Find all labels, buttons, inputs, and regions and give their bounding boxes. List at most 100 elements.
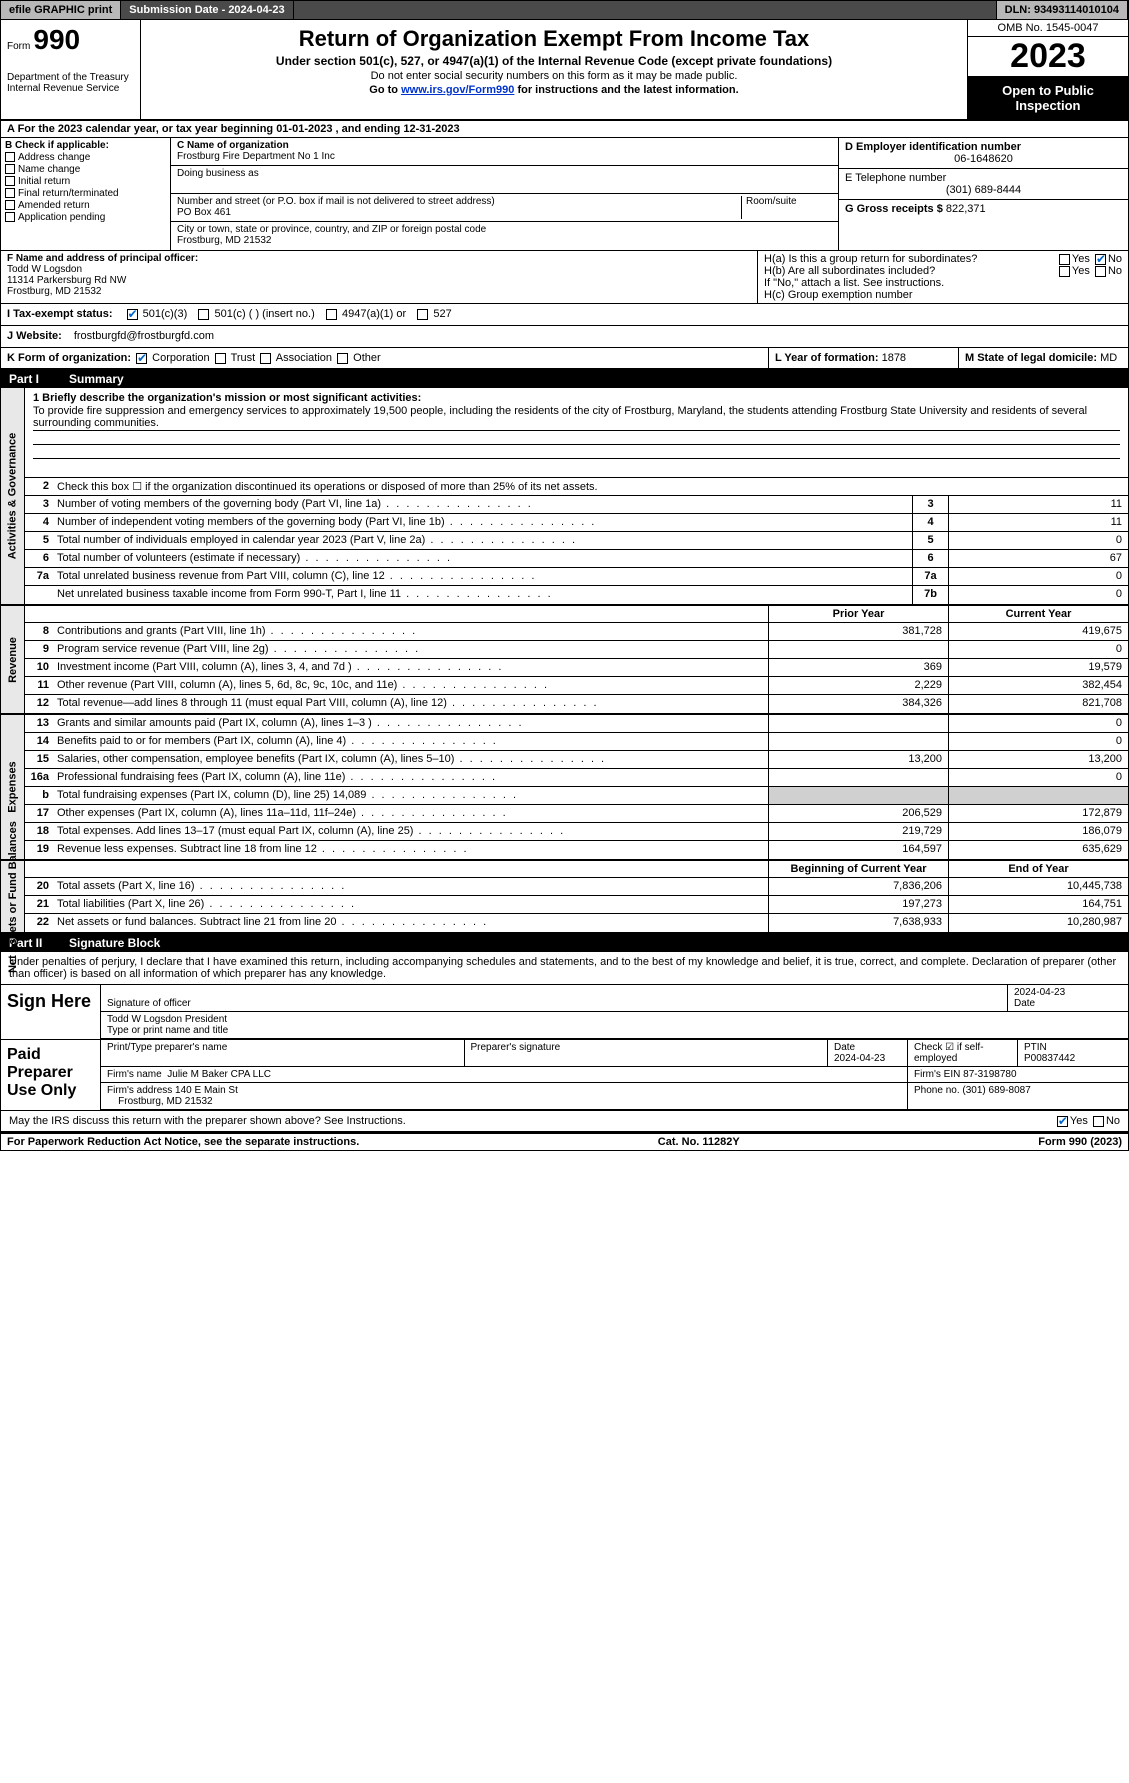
efile-label[interactable]: efile GRAPHIC print <box>1 1 121 19</box>
ssn-warning: Do not enter social security numbers on … <box>149 70 959 82</box>
phone-value: (301) 689-8444 <box>845 184 1122 196</box>
side-revenue: Revenue <box>1 606 25 713</box>
cb-app-pending[interactable]: Application pending <box>5 212 166 223</box>
ha-yes-cb[interactable] <box>1059 254 1070 265</box>
hb-no-cb[interactable] <box>1095 266 1106 277</box>
line-7b: Net unrelated business taxable income fr… <box>25 586 1128 604</box>
goto-line: Go to www.irs.gov/Form990 for instructio… <box>149 84 959 96</box>
hb-options: Yes No <box>1057 265 1122 277</box>
ha-no-cb[interactable] <box>1095 254 1106 265</box>
discuss-options: Yes No <box>988 1111 1128 1131</box>
sig-officer-cell: Signature of officer <box>101 985 1008 1011</box>
header-left: Form 990 Department of the Treasury Inte… <box>1 20 141 119</box>
prior-year-hdr: Prior Year <box>768 606 948 622</box>
officer-info: F Name and address of principal officer:… <box>1 251 758 303</box>
irs-link[interactable]: www.irs.gov/Form990 <box>401 84 514 96</box>
line-17: 17Other expenses (Part IX, column (A), l… <box>25 805 1128 823</box>
prep-name-lbl: Print/Type preparer's name <box>101 1040 465 1066</box>
officer-addr2: Frostburg, MD 21532 <box>7 286 751 297</box>
discuss-text: May the IRS discuss this return with the… <box>9 1115 406 1127</box>
col-b-title: B Check if applicable: <box>5 140 166 151</box>
line-13: 13Grants and similar amounts paid (Part … <box>25 715 1128 733</box>
officer-addr1: 11314 Parkersburg Rd NW <box>7 275 751 286</box>
cb-trust[interactable] <box>215 353 226 364</box>
dln-label: DLN: 93493114010104 <box>997 1 1128 19</box>
line-15: 15Salaries, other compensation, employee… <box>25 751 1128 769</box>
cb-corp[interactable] <box>136 353 147 364</box>
sign-here-block: Sign Here Signature of officer 2024-04-2… <box>1 985 1128 1040</box>
omb-number: OMB No. 1545-0047 <box>968 20 1128 37</box>
col-mid-org: C Name of organization Frostburg Fire De… <box>171 138 838 250</box>
firm-name-cell: Firm's name Julie M Baker CPA LLC <box>101 1067 908 1082</box>
k-label: K Form of organization: <box>7 352 131 364</box>
line-20: 20Total assets (Part X, line 16)7,836,20… <box>25 878 1128 896</box>
website-value: frostburgfd@frostburgfd.com <box>68 326 1128 347</box>
cb-initial-return[interactable]: Initial return <box>5 176 166 187</box>
line-9: 9Program service revenue (Part VIII, lin… <box>25 641 1128 659</box>
line-16a: 16aProfessional fundraising fees (Part I… <box>25 769 1128 787</box>
sig-date-cell: 2024-04-23Date <box>1008 985 1128 1011</box>
tax-year: 2023 <box>968 37 1128 77</box>
discuss-row: May the IRS discuss this return with the… <box>1 1111 1128 1132</box>
activities-section: Activities & Governance 1 Briefly descri… <box>1 388 1128 606</box>
sign-here-label: Sign Here <box>1 985 101 1039</box>
header-right: OMB No. 1545-0047 2023 Open to Public In… <box>968 20 1128 119</box>
website-label: J Website: <box>1 326 68 347</box>
cb-assoc[interactable] <box>260 353 271 364</box>
col-right-info: D Employer identification number 06-1648… <box>838 138 1128 250</box>
officer-name: Todd W Logsdon <box>7 264 751 275</box>
submission-date: Submission Date - 2024-04-23 <box>121 1 293 19</box>
cb-amended[interactable]: Amended return <box>5 200 166 211</box>
cb-527[interactable] <box>417 309 428 320</box>
h-section: H(a) Is this a group return for subordin… <box>758 251 1128 303</box>
col-b-checkboxes: B Check if applicable: Address change Na… <box>1 138 171 250</box>
line-6: 6Total number of volunteers (estimate if… <box>25 550 1128 568</box>
firm-addr-cell: Firm's address 140 E Main St Frostburg, … <box>101 1083 908 1109</box>
perjury-declaration: Under penalties of perjury, I declare th… <box>1 952 1128 985</box>
mission-blank1 <box>33 431 1120 445</box>
part1-num: Part I <box>9 372 69 386</box>
side-activities: Activities & Governance <box>1 388 25 604</box>
cb-final-return[interactable]: Final return/terminated <box>5 188 166 199</box>
status-options: 501(c)(3) 501(c) ( ) (insert no.) 4947(a… <box>119 304 1128 325</box>
address-box: Number and street (or P.O. box if mail i… <box>171 194 838 222</box>
footer-mid: Cat. No. 11282Y <box>658 1136 740 1148</box>
gross-value: 822,371 <box>946 203 986 215</box>
line-14: 14Benefits paid to or for members (Part … <box>25 733 1128 751</box>
phone-label: E Telephone number <box>845 172 1122 184</box>
cb-501c[interactable] <box>198 309 209 320</box>
discuss-no-cb[interactable] <box>1093 1116 1104 1127</box>
room-suite: Room/suite <box>742 196 832 219</box>
phone-box: E Telephone number (301) 689-8444 <box>839 169 1128 200</box>
line-12: 12Total revenue—add lines 8 through 11 (… <box>25 695 1128 713</box>
hb-yes-cb[interactable] <box>1059 266 1070 277</box>
mission-area: 1 Briefly describe the organization's mi… <box>25 388 1128 478</box>
city-box: City or town, state or province, country… <box>171 222 838 250</box>
officer-row: F Name and address of principal officer:… <box>1 251 1128 304</box>
org-name-box: C Name of organization Frostburg Fire De… <box>171 138 838 166</box>
line-2: 2 Check this box ☐ if the organization d… <box>25 478 1128 496</box>
cb-name-change[interactable]: Name change <box>5 164 166 175</box>
part2-name: Signature Block <box>69 936 160 950</box>
city-label: City or town, state or province, country… <box>177 224 832 235</box>
cb-other[interactable] <box>337 353 348 364</box>
officer-label: F Name and address of principal officer: <box>7 253 751 264</box>
end-year-hdr: End of Year <box>948 861 1128 877</box>
revenue-section: Revenue Prior Year Current Year 8Contrib… <box>1 606 1128 715</box>
discuss-yes-cb[interactable] <box>1057 1116 1068 1127</box>
mission-blank2 <box>33 445 1120 459</box>
side-net: Net Assets or Fund Balances <box>1 861 25 932</box>
dba-box: Doing business as <box>171 166 838 194</box>
open-public-badge: Open to Public Inspection <box>968 77 1128 119</box>
net-section: Net Assets or Fund Balances Beginning of… <box>1 861 1128 934</box>
begin-year-hdr: Beginning of Current Year <box>768 861 948 877</box>
addr-value: PO Box 461 <box>177 207 737 218</box>
cb-4947[interactable] <box>326 309 337 320</box>
line-7a: 7aTotal unrelated business revenue from … <box>25 568 1128 586</box>
prep-sig-lbl: Preparer's signature <box>465 1040 829 1066</box>
part2-header: Part II Signature Block <box>1 934 1128 952</box>
org-name-label: C Name of organization <box>177 140 832 151</box>
self-employed-cb[interactable]: Check ☑ if self-employed <box>908 1040 1018 1066</box>
cb-501c3[interactable] <box>127 309 138 320</box>
cb-address-change[interactable]: Address change <box>5 152 166 163</box>
